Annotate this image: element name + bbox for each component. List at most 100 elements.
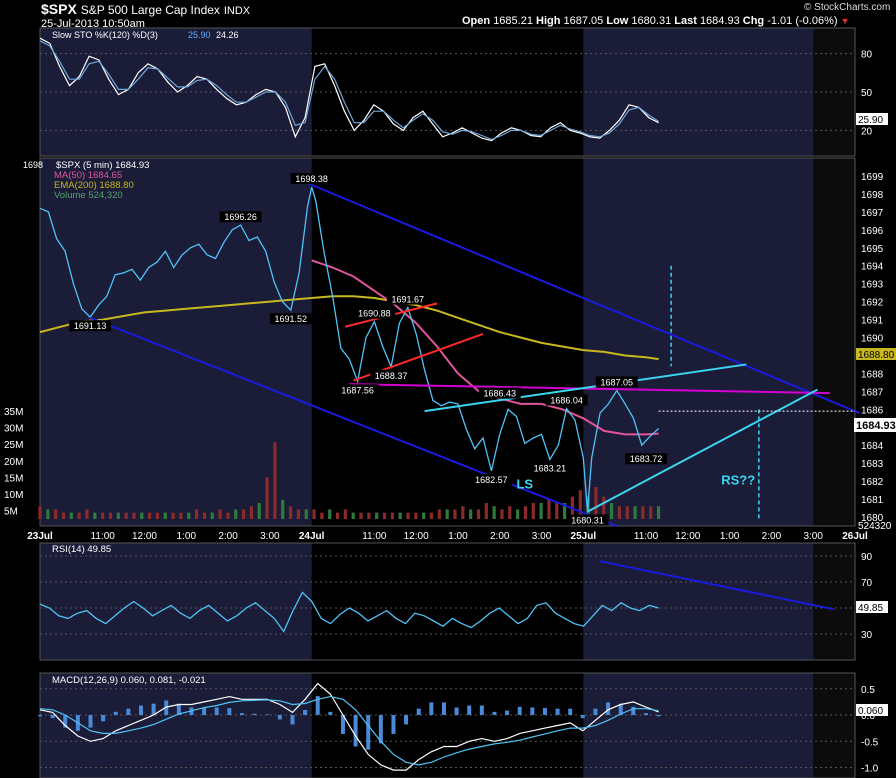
price-annotation: 1683.21 <box>534 463 567 473</box>
trendline <box>307 182 860 414</box>
volume-tick-label: 35M <box>4 407 23 418</box>
price-tick-label: 1688 <box>861 369 884 380</box>
macd-histogram-bar <box>227 708 232 715</box>
high-value: 1687.05 <box>563 15 604 27</box>
price-annotation: 1687.05 <box>600 377 633 387</box>
trendline <box>89 316 618 527</box>
exchange: INDX <box>223 5 251 17</box>
x-axis-label: 11:00 <box>634 531 659 542</box>
macd-last-tag: 0.060 <box>858 706 883 717</box>
price-tick-label: 1682 <box>861 477 884 488</box>
volume-bar <box>539 503 543 519</box>
volume-bar <box>633 506 637 519</box>
price-annotation: 1686.43 <box>483 389 516 399</box>
macd-histogram-bar <box>378 715 383 744</box>
price-annotation: 1683.72 <box>630 454 663 464</box>
volume-bar <box>523 506 528 519</box>
annotation-bg <box>528 462 571 474</box>
volume-bar <box>476 509 481 519</box>
low-value: 1680.31 <box>631 15 672 27</box>
volume-bar <box>390 512 394 519</box>
x-axis-label: 24Jul <box>299 531 325 542</box>
price-annotation: 1686.04 <box>550 396 583 406</box>
macd-histogram-bar <box>656 715 661 717</box>
x-axis-label: 12:00 <box>132 531 157 542</box>
price-tick-label: 1692 <box>861 298 884 309</box>
volume-bar <box>108 512 113 519</box>
price-legend-title: $SPX (5 min) 1684.93 <box>56 160 149 171</box>
ma-legend: MA(50) 1684.65 <box>54 170 122 181</box>
macd-histogram-bar <box>555 708 560 715</box>
pattern-label: LS <box>516 476 533 491</box>
volume-bar <box>38 506 42 519</box>
volume-bar <box>437 509 441 519</box>
macd-histogram-bar <box>101 715 106 722</box>
rsi-tick-label: 30 <box>861 630 873 641</box>
macd-histogram-bar <box>366 715 371 750</box>
volume-bar <box>85 509 89 519</box>
macd-histogram-bar <box>530 707 535 715</box>
macd-histogram-bar <box>606 702 611 715</box>
volume-bar <box>187 512 191 519</box>
low-label: Low <box>606 15 629 27</box>
volume-tick-label: 20M <box>4 457 23 468</box>
volume-bar <box>649 506 653 519</box>
volume-bar <box>382 512 387 519</box>
price-tick-label: 1680 <box>861 513 884 524</box>
volume-bar <box>414 512 418 519</box>
session-bg-rsi <box>311 543 584 660</box>
macd-histogram-bar <box>340 715 345 734</box>
annotation-bg <box>219 211 262 223</box>
annotation-bg <box>386 293 429 305</box>
volume-bar <box>69 512 73 519</box>
volume-bar <box>617 506 622 519</box>
annotation-bg <box>290 173 333 185</box>
volume-bar <box>304 509 308 519</box>
rsi-legend: RSI(14) 49.85 <box>52 544 111 555</box>
macd-tick-label: -1.0 <box>861 764 879 775</box>
macd-histogram-bar <box>479 705 484 715</box>
open-label: Open <box>462 15 491 27</box>
x-axis-label: 11:00 <box>91 531 116 542</box>
volume-tick-label: 25M <box>4 440 23 451</box>
volume-bar <box>563 503 567 519</box>
price-series-2 <box>39 295 659 361</box>
macd-histogram-bar <box>467 705 472 715</box>
volume-bar <box>453 509 457 519</box>
macd-histogram-bar <box>328 711 333 715</box>
volume-bar <box>445 509 449 519</box>
sto-last-tag-bg <box>856 113 888 125</box>
index-name: S&P 500 Large Cap Index <box>80 3 220 17</box>
volume-bar <box>469 509 473 519</box>
macd-histogram-bar <box>265 714 270 715</box>
future-bg-sto <box>813 28 855 156</box>
volume-bar <box>656 506 661 519</box>
price-tick-label: 1699 <box>861 172 884 183</box>
macd-last-tag-bg <box>856 704 888 716</box>
macd-histogram-bar <box>315 696 320 715</box>
volume-bar <box>241 509 246 519</box>
macd-histogram-bar <box>303 709 308 715</box>
volume-bar <box>257 503 261 519</box>
annotation-bg <box>69 320 112 332</box>
panel-frame-macd <box>39 672 856 778</box>
price-annotation: 1696.26 <box>224 212 257 222</box>
rsi-channel-line <box>599 560 835 611</box>
volume-bar <box>194 509 199 519</box>
chg-value: -1.01 (-0.06%) <box>767 15 838 27</box>
volume-tick-label: 15M <box>4 473 23 484</box>
x-axis-label: 1:00 <box>448 531 468 542</box>
price-annotation: 1691.13 <box>74 321 107 331</box>
volume-legend: Volume 524,320 <box>54 190 123 201</box>
price-tick-label: 1687 <box>861 387 884 398</box>
macd-histogram-bar <box>126 708 131 715</box>
rsi-last-tag: 49.85 <box>858 603 883 614</box>
macd-histogram-bar <box>416 708 421 715</box>
x-axis-label: 25Jul <box>571 531 597 542</box>
macd-histogram-bar <box>151 703 156 715</box>
x-axis-label: 3:00 <box>260 531 280 542</box>
volume-bar <box>578 490 582 519</box>
volume-bar <box>594 487 598 519</box>
last-value: 1684.93 <box>699 15 740 27</box>
annotation-bg <box>370 369 412 381</box>
